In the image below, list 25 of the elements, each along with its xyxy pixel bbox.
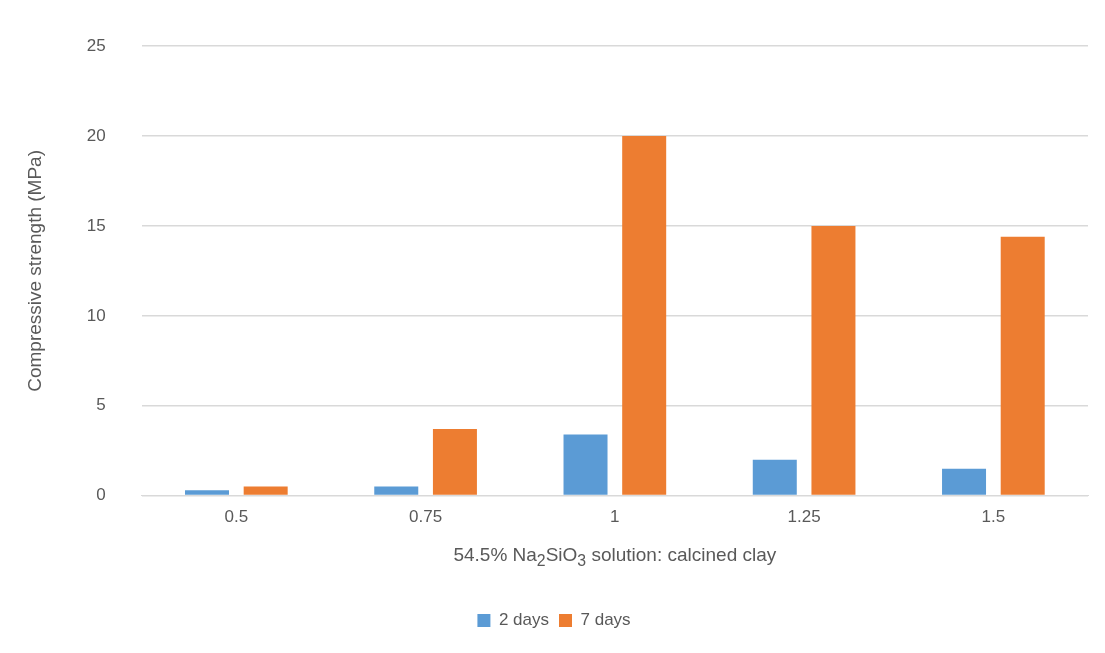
- y-axis-title: Compressive strength (MPa): [23, 150, 45, 392]
- y-tick-label: 25: [86, 35, 106, 55]
- bar: [374, 486, 419, 495]
- legend-label: 7 days: [580, 610, 631, 630]
- legend-label: 2 days: [498, 610, 550, 630]
- x-axis-title: 54.5% Na$_{2}$SiO$_{3}$ solution: calcined clay: [452, 543, 778, 570]
- y-tick-label: 20: [86, 125, 106, 145]
- bar: [1000, 236, 1045, 495]
- x-tick-label: 1.5: [981, 507, 1006, 527]
- y-tick-label: 0: [96, 485, 106, 505]
- bar: [563, 434, 608, 495]
- x-tick-label: 1.25: [787, 507, 821, 527]
- x-tick-label: 0.75: [409, 507, 443, 527]
- bar: [752, 459, 797, 495]
- bar: [811, 225, 856, 495]
- y-tick-label: 5: [96, 395, 106, 415]
- y-tick-label: 10: [86, 305, 106, 325]
- bar: [432, 429, 477, 495]
- x-tick-label: 0.5: [224, 507, 249, 527]
- y-tick-label: 15: [86, 215, 106, 235]
- bar: [622, 136, 667, 495]
- bar: [243, 486, 288, 495]
- x-tick-label: 1: [610, 507, 620, 527]
- bar: [185, 490, 230, 495]
- bar: [942, 468, 987, 495]
